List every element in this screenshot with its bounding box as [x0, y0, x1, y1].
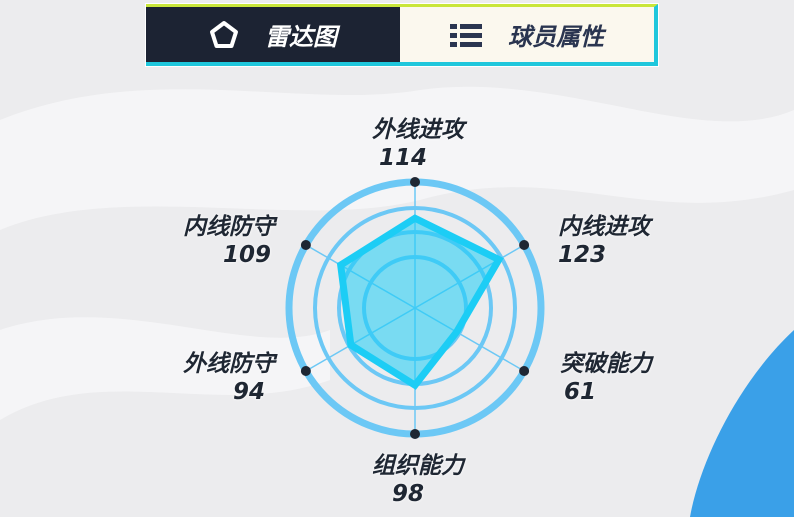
tab-label: 球员属性 — [508, 23, 604, 51]
radar-axis-dot — [519, 240, 530, 250]
axis-label-5: 内线防守 109 — [155, 213, 275, 269]
axis-label-4: 外线防守 94 — [155, 350, 275, 406]
radar-value-polygon — [336, 214, 504, 390]
radar-axis-dot — [410, 429, 420, 439]
axis-value-3: 98 — [391, 481, 424, 507]
tab-radar[interactable]: 雷达图 — [146, 7, 400, 62]
tab-player-attributes[interactable]: 球员属性 — [400, 7, 654, 62]
tab-bar: 雷达图 球员属性 — [146, 4, 658, 66]
axis-value-2: 61 — [564, 379, 597, 405]
radar-axis-dot — [519, 366, 530, 376]
decor-blue-shape — [690, 330, 794, 517]
axis-label-1: 内线进攻 123 — [558, 214, 650, 268]
radar-axis-dot — [300, 366, 311, 376]
radar-axis-dot — [410, 177, 420, 187]
axis-value-0: 114 — [378, 145, 427, 171]
axis-label-0: 外线进攻 114 — [358, 116, 478, 172]
radar-axis-dot — [300, 240, 311, 250]
tab-label: 雷达图 — [265, 23, 337, 51]
pentagon-icon — [210, 20, 238, 48]
list-icon — [450, 23, 482, 47]
axis-label-2: 突破能力 61 — [560, 351, 652, 405]
axis-label-3: 组织能力 98 — [358, 452, 478, 508]
axis-value-1: 123 — [558, 242, 607, 268]
axis-value-5: 109 — [222, 242, 271, 268]
axis-value-4: 94 — [232, 379, 265, 405]
